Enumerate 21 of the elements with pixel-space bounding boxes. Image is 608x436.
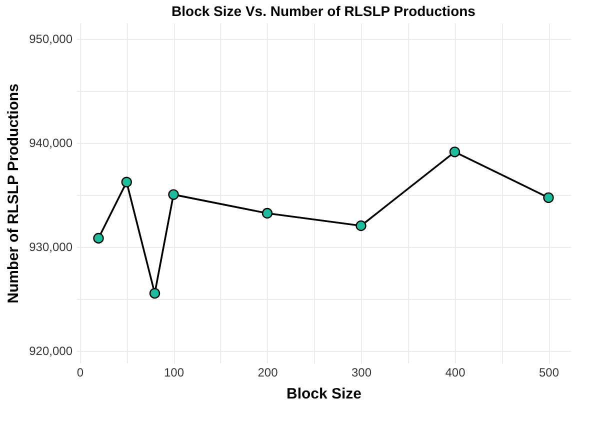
- chart-title: Block Size Vs. Number of RLSLP Productions: [172, 3, 476, 19]
- x-tick-label: 400: [445, 366, 466, 380]
- x-tick-label: 200: [258, 366, 278, 380]
- x-tick-label: 300: [351, 366, 372, 380]
- point: [356, 220, 366, 232]
- point: [93, 232, 104, 244]
- point: [149, 288, 160, 299]
- y-tick-label: 940,000: [29, 136, 73, 150]
- x-tick-label: 0: [76, 366, 84, 380]
- y-tick-label: 950,000: [29, 32, 73, 46]
- point: [168, 189, 179, 200]
- x-axis-title: Block Size: [286, 386, 362, 402]
- y-axis-title: Number of RLSLP Productions: [5, 84, 22, 304]
- point: [543, 192, 554, 204]
- point: [121, 176, 132, 188]
- x-tick-label: 100: [164, 366, 184, 380]
- point: [262, 208, 273, 219]
- x-tick-label: 500: [538, 366, 560, 380]
- point: [449, 146, 460, 158]
- y-tick-label: 920,000: [29, 344, 73, 358]
- y-tick-label: 930,000: [29, 240, 73, 254]
